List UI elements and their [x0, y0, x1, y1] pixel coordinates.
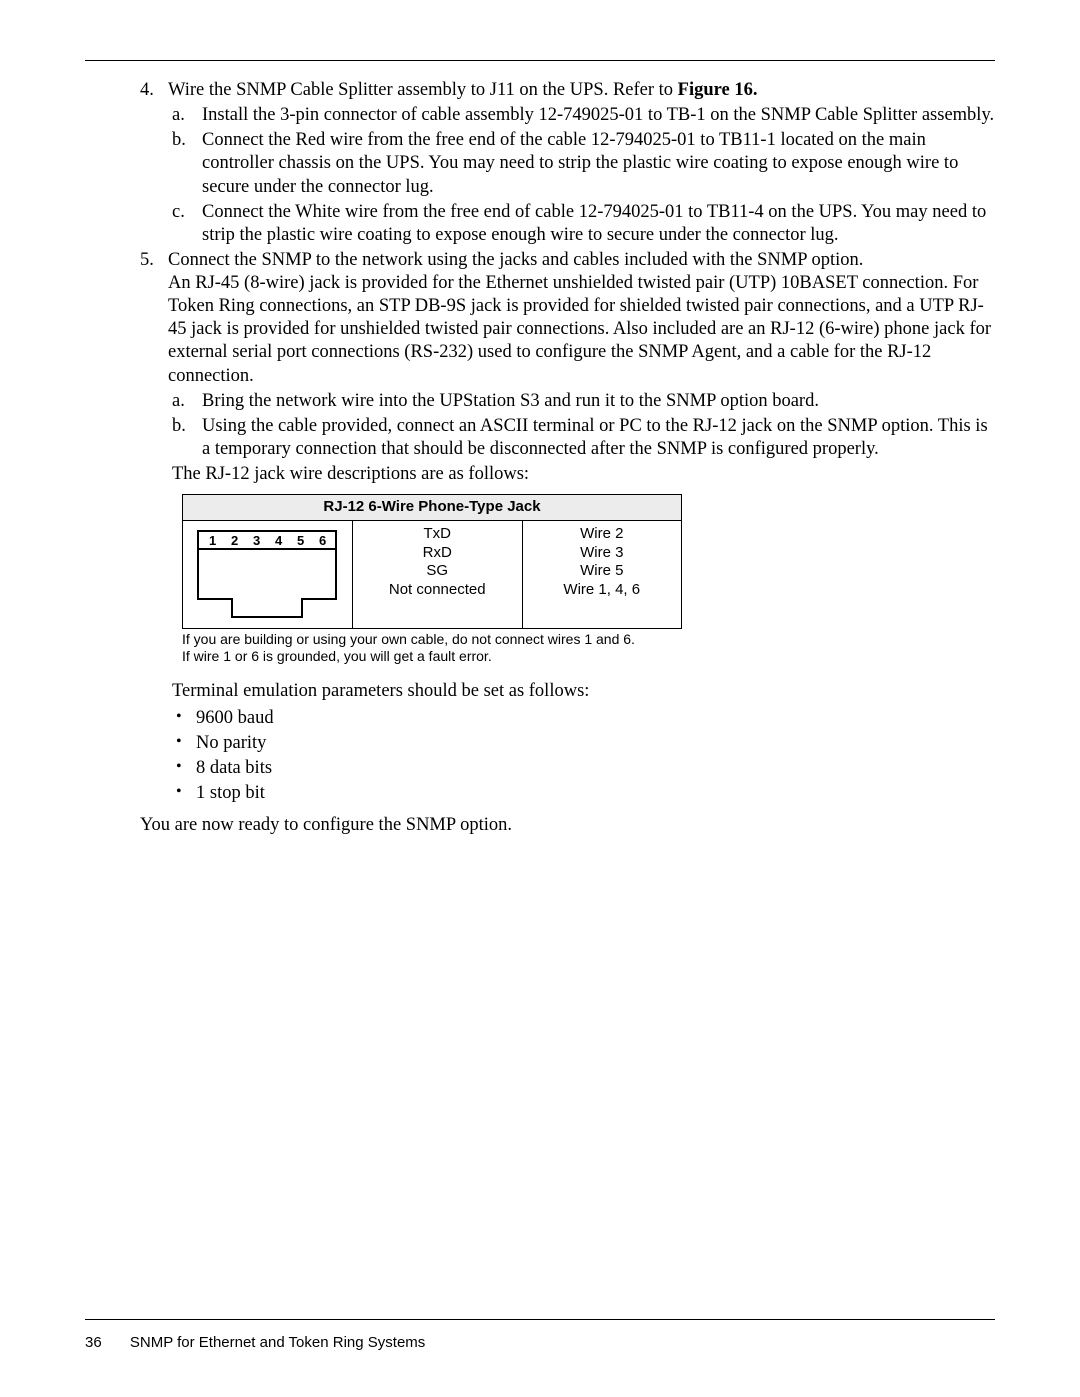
table-note: If you are building or using your own ca…: [182, 631, 995, 666]
param-parity: No parity: [174, 732, 995, 755]
sig-nc: Not connected: [359, 581, 516, 600]
wire-2: Wire 2: [529, 525, 675, 544]
step-5: 5. Connect the SNMP to the network using…: [140, 249, 995, 806]
step-4a-marker: a.: [172, 104, 185, 127]
pin-4: 4: [275, 533, 283, 548]
content-area: 4. Wire the SNMP Cable Splitter assembly…: [85, 79, 995, 837]
step-5a-text: Bring the network wire into the UPStatio…: [202, 391, 819, 411]
step-4c: c. Connect the White wire from the free …: [172, 201, 995, 247]
step-5a-marker: a.: [172, 390, 185, 413]
step-5b-text: Using the cable provided, connect an ASC…: [202, 416, 988, 459]
step-5b-marker: b.: [172, 415, 186, 438]
sig-sg: SG: [359, 562, 516, 581]
rj12-jack-diagram-cell: 1 2 3 4 5 6: [183, 520, 353, 628]
step-5-marker: 5.: [140, 249, 154, 272]
rj12-jack-icon: 1 2 3 4 5 6: [192, 527, 342, 623]
terminal-intro: Terminal emulation parameters should be …: [172, 680, 995, 703]
table-note-1: If you are building or using your own ca…: [182, 631, 995, 649]
footer-text: 36 SNMP for Ethernet and Token Ring Syst…: [85, 1334, 995, 1351]
step-4a: a. Install the 3-pin connector of cable …: [172, 104, 995, 127]
param-data: 8 data bits: [174, 757, 995, 780]
rule-bottom: [85, 1319, 995, 1320]
table-note-2: If wire 1 or 6 is grounded, you will get…: [182, 648, 995, 666]
step-5-p2: An RJ-45 (8-wire) jack is provided for t…: [168, 272, 995, 388]
step-5-desc: The RJ-12 jack wire descriptions are as …: [172, 463, 995, 486]
step-4c-text: Connect the White wire from the free end…: [202, 202, 986, 245]
page-footer: 36 SNMP for Ethernet and Token Ring Syst…: [85, 1319, 995, 1351]
pin-2: 2: [231, 533, 238, 548]
step-5b: b. Using the cable provided, connect an …: [172, 415, 995, 461]
step-5-p1: Connect the SNMP to the network using th…: [168, 249, 995, 272]
sig-txd: TxD: [359, 525, 516, 544]
step-4: 4. Wire the SNMP Cable Splitter assembly…: [140, 79, 995, 247]
pin-3: 3: [253, 533, 260, 548]
wire-3: Wire 3: [529, 544, 675, 563]
step-4a-text: Install the 3-pin connector of cable ass…: [202, 105, 994, 125]
step-4-marker: 4.: [140, 79, 154, 102]
footer-title: SNMP for Ethernet and Token Ring Systems: [130, 1334, 425, 1351]
figure-ref: Figure 16.: [678, 80, 758, 100]
wire-146: Wire 1, 4, 6: [529, 581, 675, 600]
step-5a: a. Bring the network wire into the UPSta…: [172, 390, 995, 413]
rj12-wire-cell: Wire 2 Wire 3 Wire 5 Wire 1, 4, 6: [522, 520, 681, 628]
wire-5: Wire 5: [529, 562, 675, 581]
rule-top: [85, 60, 995, 61]
pin-5: 5: [297, 533, 304, 548]
step-4b-text: Connect the Red wire from the free end o…: [202, 130, 958, 196]
sig-rxd: RxD: [359, 544, 516, 563]
step-4-text: Wire the SNMP Cable Splitter assembly to…: [168, 80, 758, 100]
pin-1: 1: [209, 533, 216, 548]
final-sentence: You are now ready to configure the SNMP …: [85, 815, 512, 835]
terminal-params: 9600 baud No parity 8 data bits 1 stop b…: [174, 707, 995, 806]
rj12-signal-cell: TxD RxD SG Not connected: [352, 520, 522, 628]
pin-6: 6: [319, 533, 326, 548]
rj12-table: RJ-12 6-Wire Phone-Type Jack 1 2 3 4: [182, 494, 682, 629]
document-page: 4. Wire the SNMP Cable Splitter assembly…: [0, 0, 1080, 1397]
param-baud: 9600 baud: [174, 707, 995, 730]
page-number: 36: [85, 1334, 102, 1351]
rj12-table-row: 1 2 3 4 5 6 TxD: [183, 520, 682, 628]
step-4b: b. Connect the Red wire from the free en…: [172, 129, 995, 198]
step-4c-marker: c.: [172, 201, 185, 224]
rj12-table-header: RJ-12 6-Wire Phone-Type Jack: [183, 495, 682, 521]
param-stop: 1 stop bit: [174, 782, 995, 805]
step-4b-marker: b.: [172, 129, 186, 152]
step-5-substeps: a. Bring the network wire into the UPSta…: [168, 390, 995, 461]
step-4-substeps: a. Install the 3-pin connector of cable …: [168, 104, 995, 247]
step-4-text-a: Wire the SNMP Cable Splitter assembly to…: [168, 80, 678, 100]
numbered-steps: 4. Wire the SNMP Cable Splitter assembly…: [140, 79, 995, 806]
